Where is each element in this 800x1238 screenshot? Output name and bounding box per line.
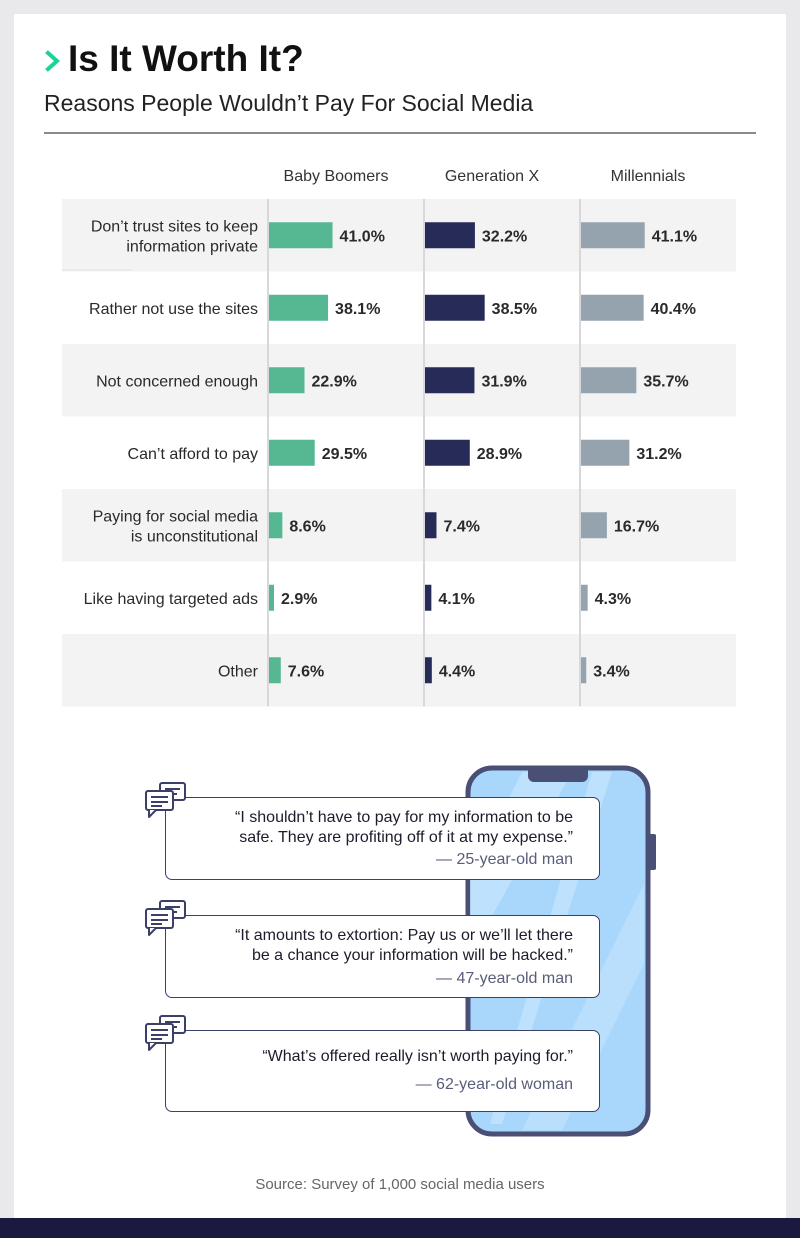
bar bbox=[581, 294, 644, 321]
bar bbox=[425, 367, 475, 394]
bar bbox=[269, 439, 315, 466]
bar bbox=[425, 584, 432, 611]
page-subtitle: Reasons People Wouldn’t Pay For Social M… bbox=[44, 90, 534, 116]
chevron-right-icon bbox=[45, 50, 61, 72]
data-label: 4.1% bbox=[438, 591, 474, 608]
chat-bubbles-icon bbox=[145, 900, 186, 936]
category-label: Can’t afford to pay bbox=[128, 446, 258, 463]
bar bbox=[425, 222, 475, 249]
category-label: Other bbox=[218, 663, 259, 680]
bar bbox=[581, 584, 588, 611]
quote-line: be a chance your information will be hac… bbox=[251, 947, 573, 964]
quote-box: “It amounts to extortion: Pay us or we’l… bbox=[165, 915, 600, 998]
chat-bubbles-icon bbox=[145, 1015, 186, 1051]
quote-line: “It amounts to extortion: Pay us or we’l… bbox=[235, 927, 573, 944]
data-label: 7.4% bbox=[443, 518, 479, 535]
quote-attribution: — 47-year-old man bbox=[436, 970, 573, 987]
bar bbox=[425, 657, 432, 684]
series-header: Generation X bbox=[445, 168, 540, 185]
category-label: Not concerned enough bbox=[96, 373, 258, 390]
data-label: 38.1% bbox=[335, 301, 380, 318]
data-label: 28.9% bbox=[477, 446, 522, 463]
data-label: 31.9% bbox=[481, 373, 526, 390]
data-label: 32.2% bbox=[482, 228, 527, 245]
data-label: 4.3% bbox=[595, 591, 631, 608]
quote-line: safe. They are profiting off of it at my… bbox=[239, 829, 573, 846]
quote-box: “I shouldn’t have to pay for my informat… bbox=[165, 797, 600, 880]
bar bbox=[581, 439, 630, 466]
bar bbox=[269, 584, 274, 611]
row-band bbox=[62, 489, 736, 562]
data-label: 22.9% bbox=[311, 373, 356, 390]
data-label: 35.7% bbox=[643, 373, 688, 390]
data-label: 41.1% bbox=[652, 228, 697, 245]
bar bbox=[269, 512, 283, 539]
category-label: information private bbox=[126, 238, 258, 255]
bar bbox=[425, 439, 470, 466]
data-label: 29.5% bbox=[322, 446, 367, 463]
bar bbox=[581, 367, 637, 394]
bar bbox=[269, 657, 281, 684]
page-title: Is It Worth It? bbox=[68, 38, 304, 79]
quote-attribution: — 25-year-old man bbox=[436, 851, 573, 868]
category-label: is unconstitutional bbox=[131, 528, 258, 545]
category-label: Rather not use the sites bbox=[89, 301, 258, 318]
bar bbox=[581, 657, 587, 684]
bar bbox=[269, 367, 305, 394]
category-label: Like having targeted ads bbox=[84, 591, 258, 608]
data-label: 41.0% bbox=[340, 228, 385, 245]
chat-bubbles-icon bbox=[145, 782, 186, 818]
series-header: Baby Boomers bbox=[284, 168, 389, 185]
category-label: Don’t trust sites to keep bbox=[91, 218, 258, 235]
quote-attribution: — 62-year-old woman bbox=[415, 1076, 573, 1093]
data-label: 7.6% bbox=[288, 663, 324, 680]
quote-box: “What’s offered really isn’t worth payin… bbox=[165, 1030, 600, 1112]
quote-line: “What’s offered really isn’t worth payin… bbox=[262, 1048, 573, 1065]
data-label: 4.4% bbox=[439, 663, 475, 680]
data-label: 38.5% bbox=[492, 301, 537, 318]
data-label: 2.9% bbox=[281, 591, 317, 608]
data-label: 31.2% bbox=[636, 446, 681, 463]
data-label: 3.4% bbox=[593, 663, 629, 680]
title-divider bbox=[44, 132, 756, 134]
quote-line: “I shouldn’t have to pay for my informat… bbox=[235, 809, 573, 826]
series-header: Millennials bbox=[611, 168, 686, 185]
bar bbox=[425, 512, 437, 539]
category-label: Paying for social media bbox=[93, 508, 259, 525]
footer-bar bbox=[0, 1218, 800, 1238]
data-label: 8.6% bbox=[289, 518, 325, 535]
row-band bbox=[62, 634, 736, 707]
bar bbox=[581, 222, 645, 249]
bar bbox=[269, 294, 329, 321]
data-label: 40.4% bbox=[651, 301, 696, 318]
bar bbox=[269, 222, 333, 249]
source-note: Source: Survey of 1,000 social media use… bbox=[255, 1176, 545, 1193]
data-label: 16.7% bbox=[614, 518, 659, 535]
bar-chart: Baby Boomers Generation X Millennials Don’t… bbox=[62, 168, 736, 707]
bar bbox=[425, 294, 485, 321]
bar bbox=[581, 512, 607, 539]
